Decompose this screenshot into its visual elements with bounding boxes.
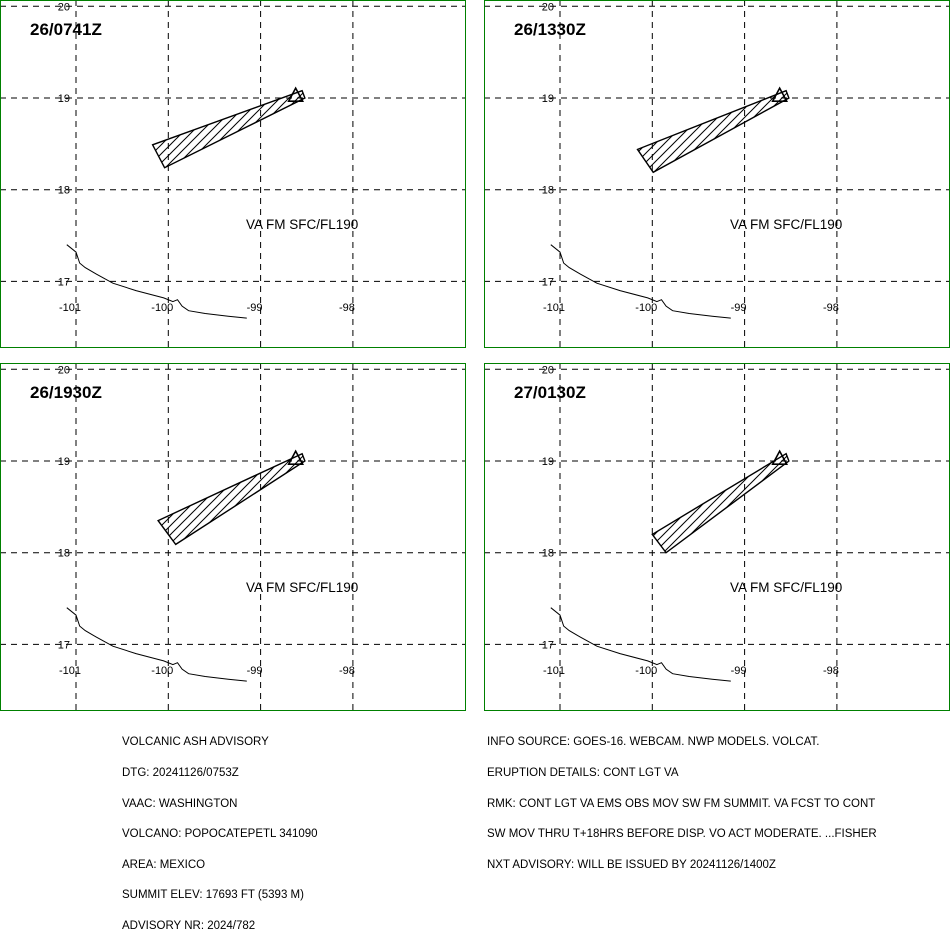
panel-flight-level-label: VA FM SFC/FL190 bbox=[246, 217, 358, 232]
volcano-triangle-icon bbox=[771, 86, 789, 102]
lat-tick-label: 20 bbox=[542, 1, 554, 13]
forecast-panel-4: -101 -100 -99 -98 17 18 19 20 27/0130Z VA FM SFC/… bbox=[484, 363, 950, 711]
advisory-area: AREA: MEXICO bbox=[122, 858, 206, 871]
volcano-triangle-icon bbox=[771, 449, 789, 465]
forecast-panel-3: -101 -100 -99 -98 17 18 19 20 26/1930Z VA FM SFC/… bbox=[0, 363, 466, 711]
volcano-triangle-icon bbox=[287, 86, 305, 102]
lon-tick-label: -101 bbox=[59, 302, 81, 314]
volcano-triangle-icon bbox=[287, 449, 305, 465]
lon-tick-label: -99 bbox=[731, 302, 747, 314]
lat-tick-label: 19 bbox=[58, 93, 70, 105]
lat-tick-label: 17 bbox=[542, 639, 554, 651]
lon-tick-label: -98 bbox=[339, 302, 355, 314]
ash-cloud-polygon bbox=[651, 452, 790, 554]
lon-tick-label: -99 bbox=[247, 302, 263, 314]
lon-tick-label: -101 bbox=[543, 302, 565, 314]
coastline bbox=[66, 244, 247, 319]
advisory-number: ADVISORY NR: 2024/782 bbox=[122, 919, 256, 932]
panel-border bbox=[0, 363, 466, 711]
lat-tick-label: 17 bbox=[542, 276, 554, 288]
lon-tick-label: -99 bbox=[731, 665, 747, 677]
advisory-remarks-1: RMK: CONT LGT VA EMS OBS MOV SW FM SUMMI… bbox=[487, 797, 876, 810]
lat-tick-label: 19 bbox=[542, 456, 554, 468]
advisory-eruption-details: ERUPTION DETAILS: CONT LGT VA bbox=[487, 767, 679, 779]
panel-flight-level-label: VA FM SFC/FL190 bbox=[730, 217, 842, 232]
panel-content: -101 -100 -99 -98 17 18 19 20 26/0741Z VA FM SFC/… bbox=[1, 1, 465, 347]
lat-tick-label: 18 bbox=[58, 185, 70, 197]
lon-tick-label: -100 bbox=[151, 302, 173, 314]
lat-tick-label: 17 bbox=[58, 276, 70, 288]
panel-content: -101 -100 -99 -98 17 18 19 20 27/0130Z VA FM SFC/… bbox=[485, 364, 949, 710]
lon-tick-label: -98 bbox=[823, 665, 839, 677]
ash-cloud-polygon bbox=[157, 452, 306, 546]
ash-cloud-polygon bbox=[636, 89, 790, 174]
coastline bbox=[66, 607, 247, 682]
lon-tick-label: -99 bbox=[247, 665, 263, 677]
panel-time-label: 26/0741Z bbox=[30, 20, 102, 39]
lat-tick-label: 18 bbox=[542, 185, 554, 197]
advisory-remarks-2: SW MOV THRU T+18HRS BEFORE DISP. VO ACT … bbox=[487, 828, 877, 841]
lat-tick-label: 19 bbox=[58, 456, 70, 468]
lon-tick-label: -98 bbox=[339, 665, 355, 677]
advisory-next: NXT ADVISORY: WILL BE ISSUED BY 20241126… bbox=[487, 858, 776, 871]
advisory-header-block: VOLCANIC ASH ADVISORY DTG: 20241126/0753… bbox=[122, 717, 318, 941]
panel-time-label: 26/1930Z bbox=[30, 383, 102, 402]
forecast-panel-1: -101 -100 -99 -98 17 18 19 20 26/0741Z VA FM SFC/… bbox=[0, 0, 466, 348]
lon-tick-label: -100 bbox=[635, 665, 657, 677]
advisory-info-source: INFO SOURCE: GOES-16. WEBCAM. NWP MODELS… bbox=[487, 736, 820, 749]
coastline bbox=[550, 244, 731, 319]
panel-flight-level-label: VA FM SFC/FL190 bbox=[246, 580, 358, 595]
advisory-volcano: VOLCANO: POPOCATEPETL 341090 bbox=[122, 828, 318, 841]
lon-tick-label: -98 bbox=[823, 302, 839, 314]
lat-tick-label: 18 bbox=[58, 548, 70, 560]
coastline bbox=[550, 607, 731, 682]
panel-content: -101 -100 -99 -98 17 18 19 20 26/1330Z VA FM SFC/… bbox=[485, 1, 949, 347]
lon-tick-label: -101 bbox=[543, 665, 565, 677]
lon-tick-label: -101 bbox=[59, 665, 81, 677]
panel-time-label: 26/1330Z bbox=[514, 20, 586, 39]
lon-tick-label: -100 bbox=[635, 302, 657, 314]
lat-tick-label: 18 bbox=[542, 548, 554, 560]
lat-tick-label: 20 bbox=[58, 1, 70, 13]
ash-cloud-polygon bbox=[151, 89, 306, 169]
panel-border bbox=[0, 0, 466, 348]
advisory-summit-elev: SUMMIT ELEV: 17693 FT (5393 M) bbox=[122, 889, 304, 902]
lat-tick-label: 20 bbox=[58, 364, 70, 376]
panel-flight-level-label: VA FM SFC/FL190 bbox=[730, 580, 842, 595]
lon-tick-label: -100 bbox=[151, 665, 173, 677]
advisory-dtg: DTG: 20241126/0753Z bbox=[122, 767, 239, 779]
panel-time-label: 27/0130Z bbox=[514, 383, 586, 402]
forecast-panels-area: -101 -100 -99 -98 17 18 19 20 26/0741Z VA FM SFC/… bbox=[0, 0, 950, 711]
panel-border bbox=[484, 363, 950, 711]
panel-content: -101 -100 -99 -98 17 18 19 20 26/1930Z VA FM SFC/… bbox=[1, 364, 465, 710]
advisory-details-block: INFO SOURCE: GOES-16. WEBCAM. NWP MODELS… bbox=[487, 717, 877, 880]
lat-tick-label: 20 bbox=[542, 364, 554, 376]
lat-tick-label: 19 bbox=[542, 93, 554, 105]
panel-border bbox=[484, 0, 950, 348]
lat-tick-label: 17 bbox=[58, 639, 70, 651]
advisory-vaac: VAAC: WASHINGTON bbox=[122, 797, 238, 810]
advisory-title: VOLCANIC ASH ADVISORY bbox=[122, 736, 269, 749]
forecast-map-svg: -101 -100 -99 -98 17 18 19 20 26/0741Z VA FM SFC/… bbox=[0, 0, 950, 711]
forecast-panel-2: -101 -100 -99 -98 17 18 19 20 26/1330Z VA FM SFC/… bbox=[484, 0, 950, 348]
